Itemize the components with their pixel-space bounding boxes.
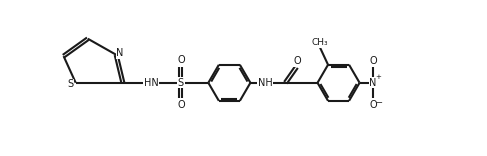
- Text: S: S: [178, 78, 184, 88]
- Text: S: S: [68, 79, 74, 89]
- Text: HN: HN: [144, 78, 159, 88]
- Text: O: O: [177, 55, 185, 65]
- Text: O: O: [294, 56, 301, 66]
- Text: −: −: [375, 98, 382, 107]
- Text: NH: NH: [258, 78, 273, 88]
- Text: CH₃: CH₃: [312, 38, 328, 47]
- Text: O: O: [369, 56, 377, 66]
- Text: O: O: [369, 100, 377, 110]
- Text: N: N: [116, 48, 124, 58]
- Text: O: O: [177, 100, 185, 110]
- Text: +: +: [375, 74, 381, 80]
- Text: N: N: [369, 78, 377, 88]
